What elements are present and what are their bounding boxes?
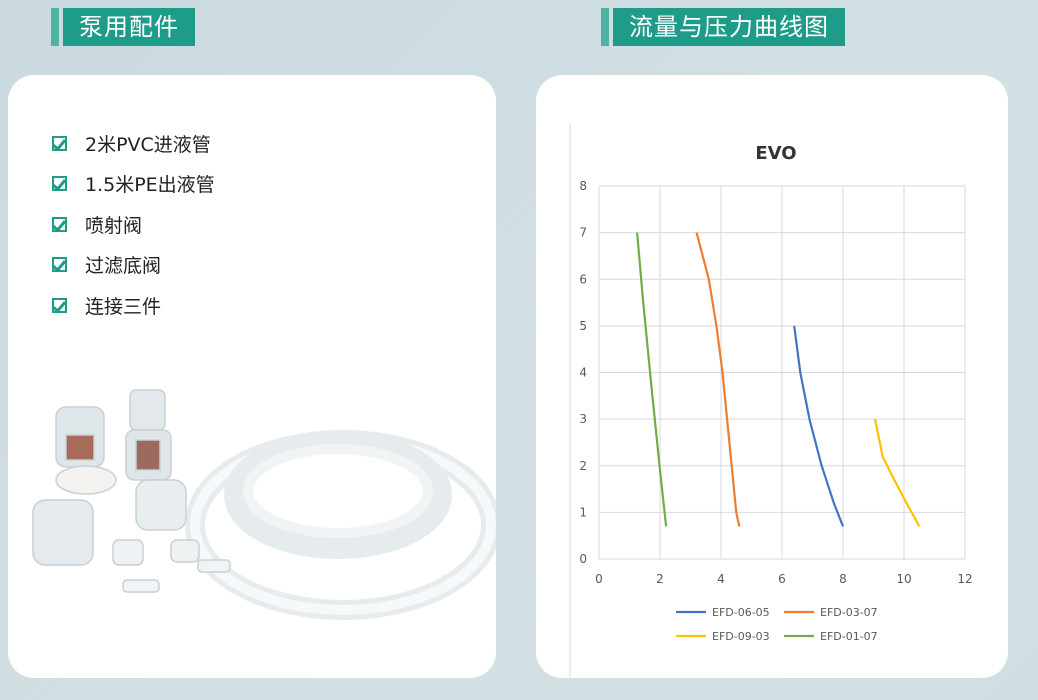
series-line-EFD-01-07 [636, 232, 668, 527]
x-tick-label: 10 [896, 572, 911, 586]
accessories-list: 2米PVC进液管 1.5米PE出液管 喷射阀 过滤底阀 连接三件 [52, 123, 215, 326]
list-item: 2米PVC进液管 [52, 123, 215, 164]
checkbox-icon [52, 216, 67, 232]
x-tick-label: 2 [656, 572, 664, 586]
accessories-photo [32, 389, 496, 620]
accessories-card: 2米PVC进液管 1.5米PE出液管 喷射阀 过滤底阀 连接三件 [8, 75, 496, 678]
accessories-header: 泵用配件 [51, 8, 195, 46]
header-accent-bar [601, 8, 609, 46]
list-item: 过滤底阀 [52, 245, 215, 286]
checkbox-icon [52, 257, 67, 273]
x-tick-label: 6 [778, 572, 786, 586]
legend-label: EFD-06-05 [712, 606, 770, 619]
list-item: 喷射阀 [52, 204, 215, 245]
y-tick-label: 1 [579, 505, 587, 519]
curve-card: EVO 0 2 4 6 8 10 12 0 1 2 3 4 5 6 7 8 EFD-06-05 EFD-03-07… [536, 75, 1008, 678]
x-tick-label: 8 [839, 572, 847, 586]
item-label: 2米PVC进液管 [85, 133, 211, 156]
checkbox-icon [52, 297, 67, 313]
checkbox-icon [52, 176, 67, 192]
series-line-EFD-03-07 [695, 232, 741, 527]
y-tick-label: 8 [579, 179, 587, 193]
item-label: 1.5米PE出液管 [85, 174, 215, 197]
accessories-title: 泵用配件 [63, 8, 195, 46]
item-label: 过滤底阀 [85, 255, 162, 278]
y-tick-label: 2 [579, 459, 587, 473]
y-tick-label: 6 [579, 272, 587, 286]
x-tick-label: 12 [957, 572, 972, 586]
item-label: 喷射阀 [85, 214, 143, 237]
legend-label: EFD-09-03 [712, 630, 770, 643]
chart-title: EVO [755, 143, 796, 164]
x-tick-label: 0 [595, 572, 603, 586]
y-tick-label: 7 [579, 226, 587, 240]
x-tick-label: 4 [717, 572, 725, 586]
list-item: 1.5米PE出液管 [52, 164, 215, 205]
y-tick-label: 3 [579, 412, 587, 426]
item-label: 连接三件 [85, 295, 162, 318]
header-accent-bar [51, 8, 59, 46]
y-tick-label: 4 [579, 366, 587, 380]
list-item: 连接三件 [52, 285, 215, 326]
curve-header: 流量与压力曲线图 [601, 8, 845, 46]
y-tick-label: 5 [579, 319, 587, 333]
y-tick-label: 0 [579, 552, 587, 566]
series-line-EFD-09-03 [873, 418, 921, 527]
checkbox-icon [52, 135, 67, 151]
curve-title: 流量与压力曲线图 [613, 8, 845, 46]
series-line-EFD-06-05 [793, 325, 845, 527]
legend-label: EFD-03-07 [820, 606, 878, 619]
legend-label: EFD-01-07 [820, 630, 878, 643]
